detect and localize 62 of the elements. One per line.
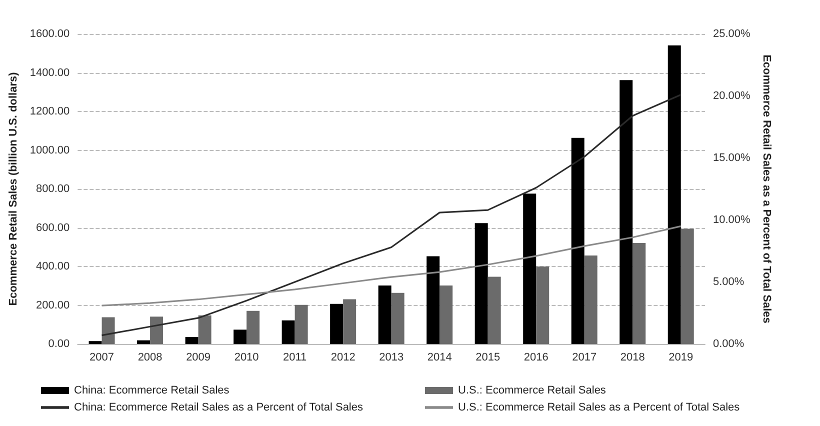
x-tick-label: 2015 (476, 352, 500, 364)
bar (584, 255, 598, 344)
x-tick-label: 2007 (90, 352, 114, 364)
bar (632, 243, 646, 344)
y-tick-label: 200.00 (36, 299, 70, 312)
bar (668, 45, 681, 344)
bar (488, 276, 501, 344)
y-tick-label: 1200.00 (30, 106, 70, 118)
bar (571, 138, 584, 344)
bar (391, 292, 404, 344)
x-tick-label: 2016 (524, 352, 548, 364)
y-tick-label: 400.00 (36, 260, 70, 272)
bar (330, 304, 344, 344)
bar (474, 223, 488, 344)
bar (378, 285, 392, 344)
x-tick-label: 2010 (234, 352, 259, 364)
x-tick-label: 2012 (330, 352, 356, 364)
bar (536, 266, 550, 344)
bar (198, 315, 212, 344)
x-tick-label: 2017 (572, 352, 597, 364)
y-tick-label: 1000.00 (30, 144, 70, 156)
y-tick-label: 600.00 (36, 222, 70, 234)
bar (680, 228, 694, 344)
y-tick-label: 0.00 (48, 338, 70, 350)
y2-tick-label: 0.00% (713, 338, 744, 350)
y2-axis-title: Ecommerce Retail Sales as a Percent of Total Sales (760, 54, 773, 324)
x-tick-label: 2009 (186, 352, 211, 364)
bar (88, 341, 102, 344)
legend-label: China: Ecommerce Retail Sales as a Percent of Total Sales (74, 402, 364, 414)
x-tick-label: 2008 (138, 352, 162, 364)
y2-tick-label: 15.00% (713, 152, 751, 164)
y-tick-label: 1400.00 (30, 66, 70, 79)
bar (137, 340, 150, 344)
legend-label: U.S.: Ecommerce Retail Sales (458, 384, 606, 396)
y2-tick-label: 25.00% (713, 28, 751, 40)
bar (102, 317, 115, 344)
y-axis-title: Ecommerce Retail Sales (billion U.S. dollars) (8, 72, 20, 306)
x-tick-label: 2018 (620, 352, 645, 364)
line-series (100, 94, 682, 336)
bar (246, 310, 260, 344)
bar (620, 80, 633, 344)
bar (234, 330, 247, 344)
x-tick-label: 2019 (668, 352, 694, 364)
bar (294, 304, 308, 344)
y2-tick-label: 20.00% (713, 90, 751, 102)
line-series (100, 225, 682, 306)
bar (343, 299, 356, 344)
bar (523, 194, 536, 344)
x-tick-label: 2013 (379, 352, 404, 364)
y-tick-label: 1600.00 (30, 28, 70, 40)
y2-tick-label: 5.00% (713, 276, 744, 288)
x-tick-label: 2014 (427, 352, 452, 364)
x-tick-label: 2011 (282, 352, 307, 364)
bar (282, 320, 295, 344)
bar (426, 256, 440, 344)
legend-label: U.S.: Ecommerce Retail Sales as a Percent of Total Sales (458, 402, 740, 414)
legend-label: China: Ecommerce Retail Sales (74, 384, 230, 396)
bar (150, 316, 164, 344)
y2-tick-label: 10.00% (713, 214, 751, 226)
y-tick-label: 800.00 (36, 183, 70, 195)
bar (185, 337, 198, 344)
bar (440, 285, 453, 344)
